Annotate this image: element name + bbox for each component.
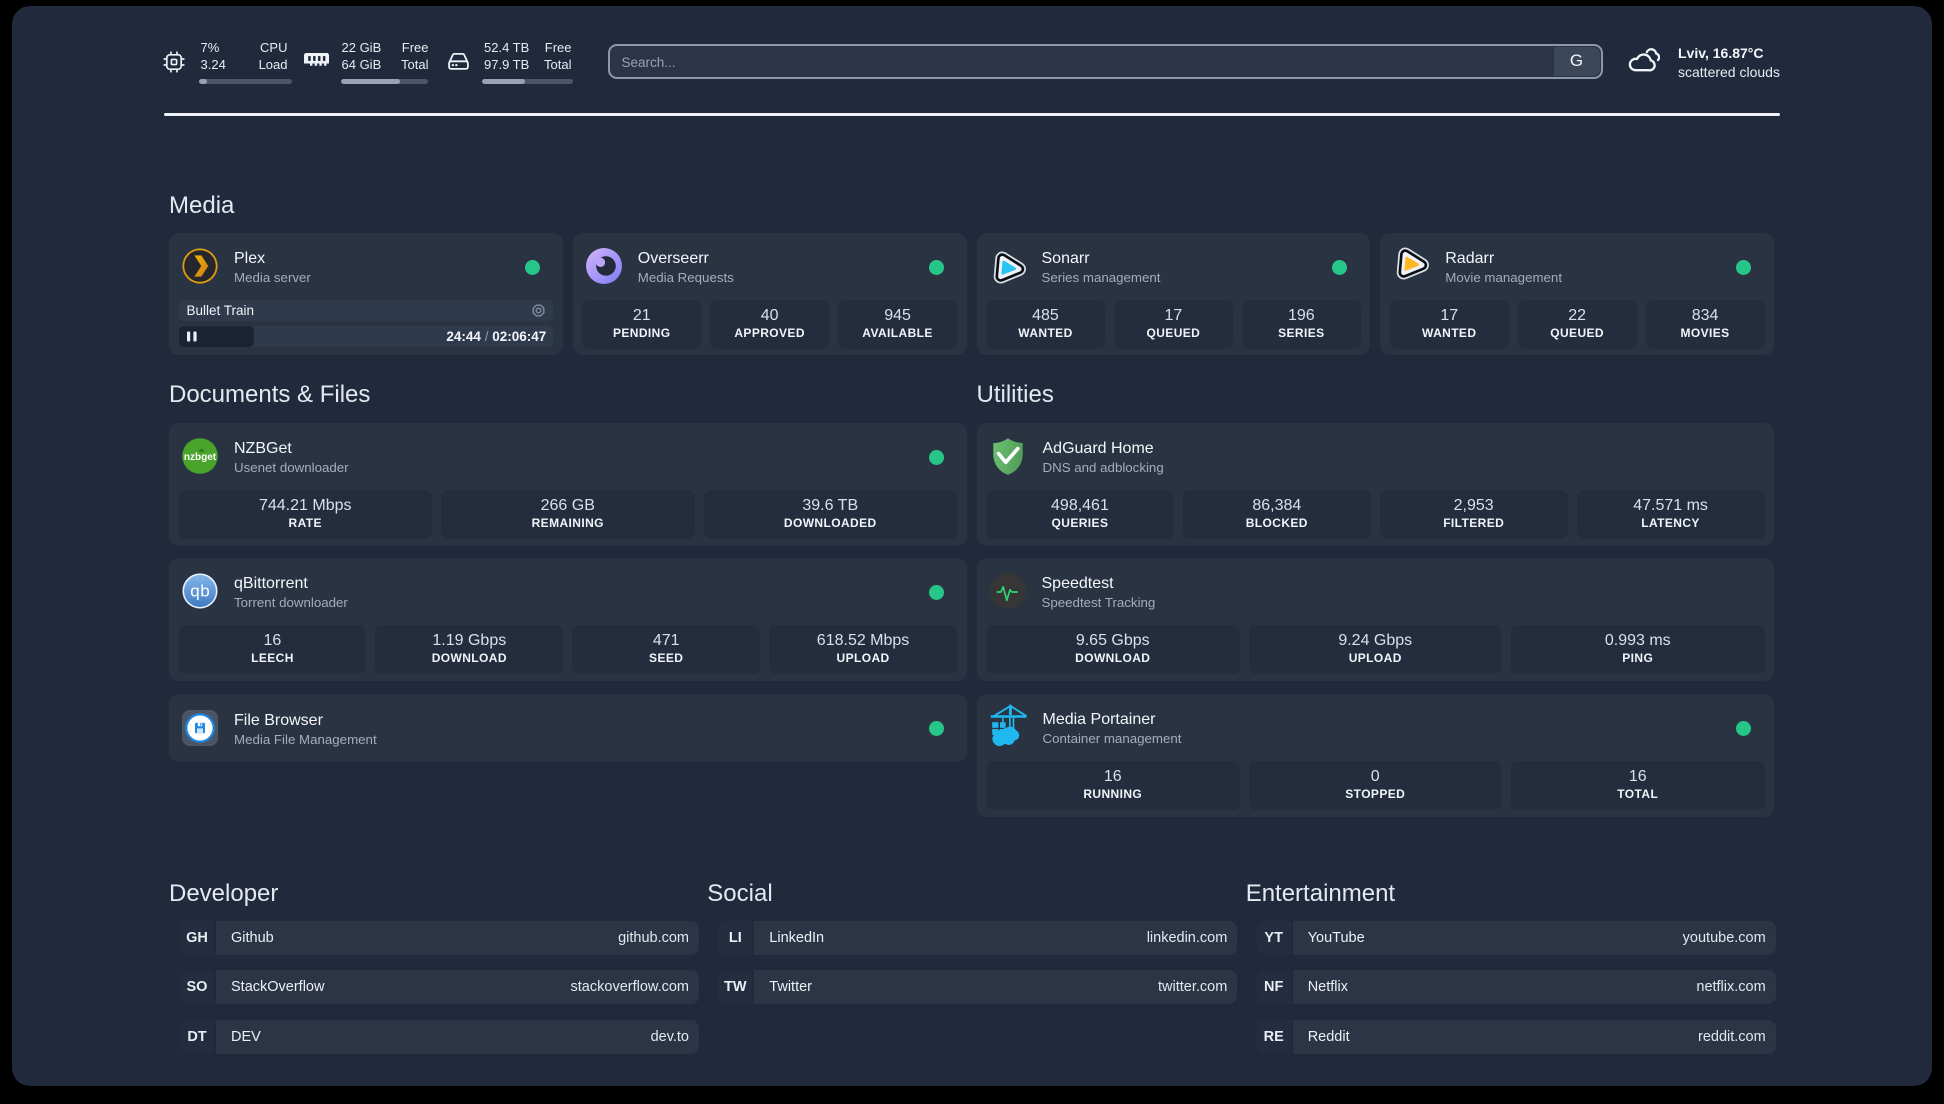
svg-text:nzbget: nzbget <box>184 452 217 463</box>
svg-text:qb: qb <box>190 581 210 600</box>
